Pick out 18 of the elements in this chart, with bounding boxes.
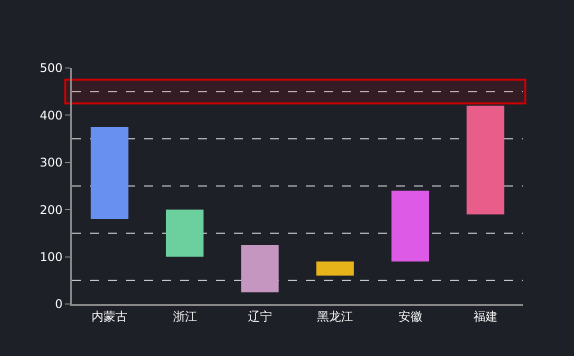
x-tick-label: 浙江 bbox=[172, 309, 197, 324]
x-tick-label: 福建 bbox=[473, 309, 498, 324]
bar bbox=[166, 210, 204, 257]
bar bbox=[90, 127, 128, 220]
y-tick-label: 100 bbox=[40, 250, 63, 264]
bar bbox=[466, 106, 504, 214]
x-tick-label: 黑龙江 bbox=[317, 309, 354, 324]
y-tick-label: 400 bbox=[40, 108, 63, 122]
y-tick-label: 500 bbox=[40, 61, 63, 76]
bar bbox=[241, 245, 279, 292]
y-tick-label: 0 bbox=[54, 297, 63, 312]
bar bbox=[316, 262, 354, 276]
x-tick-label: 安徽 bbox=[398, 309, 422, 324]
y-tick-label: 200 bbox=[40, 202, 63, 217]
x-tick-label: 内蒙古 bbox=[92, 309, 128, 324]
y-tick-label: 300 bbox=[40, 156, 63, 170]
x-tick-label: 辽宁 bbox=[248, 309, 272, 324]
bar bbox=[391, 190, 430, 262]
